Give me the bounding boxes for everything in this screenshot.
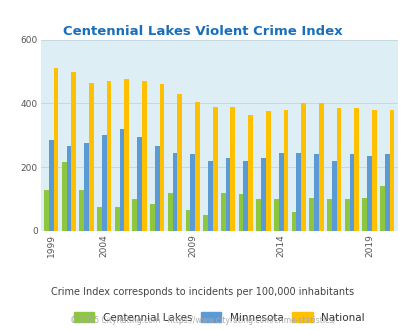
Bar bbox=[142, 81, 147, 231]
Bar bbox=[379, 186, 384, 231]
Bar bbox=[301, 103, 305, 231]
Bar bbox=[177, 94, 182, 231]
Bar bbox=[124, 80, 129, 231]
Bar bbox=[283, 110, 288, 231]
Bar bbox=[207, 161, 212, 231]
Bar bbox=[256, 199, 260, 231]
Bar bbox=[62, 162, 66, 231]
Bar bbox=[115, 207, 119, 231]
Bar bbox=[260, 158, 265, 231]
Bar bbox=[167, 193, 172, 231]
Legend: Centennial Lakes, Minnesota, National: Centennial Lakes, Minnesota, National bbox=[70, 309, 367, 326]
Bar bbox=[331, 161, 336, 231]
Bar bbox=[155, 147, 159, 231]
Bar bbox=[313, 154, 318, 231]
Bar bbox=[107, 81, 111, 231]
Bar bbox=[132, 199, 137, 231]
Bar bbox=[97, 207, 102, 231]
Bar bbox=[326, 199, 331, 231]
Bar bbox=[89, 82, 94, 231]
Bar bbox=[296, 153, 301, 231]
Bar bbox=[71, 72, 76, 231]
Bar bbox=[119, 129, 124, 231]
Bar bbox=[384, 154, 389, 231]
Bar bbox=[53, 68, 58, 231]
Bar bbox=[195, 102, 199, 231]
Bar bbox=[309, 197, 313, 231]
Bar bbox=[190, 154, 195, 231]
Bar bbox=[203, 215, 207, 231]
Bar bbox=[79, 189, 84, 231]
Bar bbox=[225, 158, 230, 231]
Bar bbox=[344, 199, 349, 231]
Bar bbox=[150, 204, 155, 231]
Bar bbox=[389, 110, 394, 231]
Bar bbox=[318, 103, 323, 231]
Text: Crime Index corresponds to incidents per 100,000 inhabitants: Crime Index corresponds to incidents per… bbox=[51, 287, 354, 297]
Bar bbox=[84, 143, 89, 231]
Bar bbox=[243, 161, 247, 231]
Bar bbox=[371, 110, 376, 231]
Bar bbox=[265, 112, 270, 231]
Bar bbox=[212, 107, 217, 231]
Bar bbox=[366, 156, 371, 231]
Bar bbox=[336, 108, 341, 231]
Bar bbox=[44, 189, 49, 231]
Bar bbox=[278, 153, 283, 231]
Bar bbox=[273, 199, 278, 231]
Bar bbox=[247, 115, 252, 231]
Text: Centennial Lakes Violent Crime Index: Centennial Lakes Violent Crime Index bbox=[63, 25, 342, 38]
Bar bbox=[159, 84, 164, 231]
Bar bbox=[349, 154, 354, 231]
Bar bbox=[220, 193, 225, 231]
Bar bbox=[354, 108, 358, 231]
Bar bbox=[102, 135, 107, 231]
Bar bbox=[291, 212, 296, 231]
Bar bbox=[230, 107, 234, 231]
Bar bbox=[137, 137, 142, 231]
Bar bbox=[362, 197, 366, 231]
Bar bbox=[185, 210, 190, 231]
Bar bbox=[66, 147, 71, 231]
Bar bbox=[172, 153, 177, 231]
Bar bbox=[238, 194, 243, 231]
Bar bbox=[49, 140, 53, 231]
Text: © 2025 CityRating.com - https://www.cityrating.com/crime-statistics/: © 2025 CityRating.com - https://www.city… bbox=[70, 315, 335, 325]
